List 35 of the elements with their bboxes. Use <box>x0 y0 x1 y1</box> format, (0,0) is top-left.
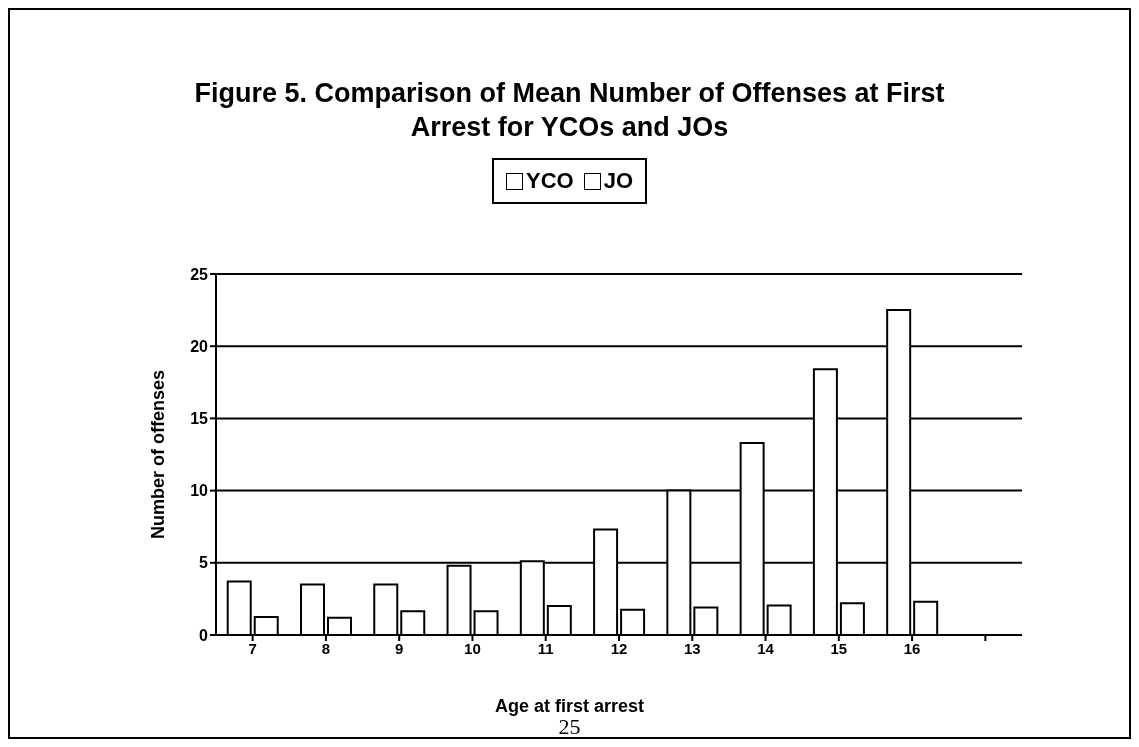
bar <box>473 610 499 635</box>
x-axis-title: Age at first arrest <box>493 696 646 717</box>
bar <box>327 616 352 635</box>
bar <box>546 605 572 635</box>
bar <box>253 616 279 635</box>
x-tick-label: 9 <box>395 639 404 657</box>
chart-title: Figure 5. Comparison of Mean Number of Offenses at First Arrest for YCOs and JOs <box>193 77 946 144</box>
bar <box>300 583 325 635</box>
y-tick-label: 5 <box>199 554 209 572</box>
x-tick-label: 16 <box>903 639 921 657</box>
bar <box>913 600 939 635</box>
bar <box>839 602 865 635</box>
bar <box>226 580 252 635</box>
text: 25 <box>557 714 582 740</box>
bar <box>693 606 719 635</box>
x-tick-label: 15 <box>830 639 848 657</box>
x-tick-label: 14 <box>757 639 775 657</box>
bar <box>400 610 426 635</box>
x-tick-label: 13 <box>683 639 701 657</box>
y-tick-label: 10 <box>190 482 209 500</box>
y-tick-label: 0 <box>199 626 209 644</box>
legend-label: JO <box>602 168 634 194</box>
bar <box>620 608 646 635</box>
x-tick-label: 12 <box>610 639 628 657</box>
x-tick-label: 11 <box>537 639 554 657</box>
bar <box>766 604 792 635</box>
x-tick-label: 7 <box>248 639 257 657</box>
bar <box>373 583 399 635</box>
y-tick-label: 25 <box>190 265 209 283</box>
y-tick-label: 20 <box>190 337 209 355</box>
x-tick-label: 10 <box>464 639 481 657</box>
x-tick-label: 8 <box>321 639 331 657</box>
legend-label: YCO <box>524 168 574 194</box>
y-tick-label: 15 <box>190 410 209 428</box>
y-axis-title: Number of offenses <box>148 369 169 540</box>
